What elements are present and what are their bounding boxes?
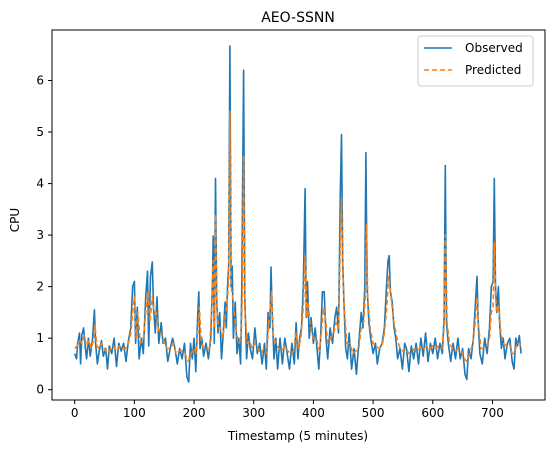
y-tick-label: 6 — [36, 74, 44, 88]
x-tick-label: 500 — [362, 406, 385, 420]
x-tick-label: 200 — [183, 406, 206, 420]
axes-frame — [51, 29, 546, 401]
x-axis-label: Timestamp (5 minutes) — [227, 429, 368, 443]
legend-predicted-label: Predicted — [465, 63, 521, 77]
y-tick-label: 2 — [36, 280, 44, 294]
chart-title: AEO-SSNN — [261, 10, 335, 26]
series-line-predicted — [74, 110, 522, 363]
x-tick-label: 700 — [481, 406, 504, 420]
plot-area — [73, 45, 522, 383]
x-tick-label: 400 — [302, 406, 325, 420]
x-tick-label: 300 — [242, 406, 265, 420]
y-tick-label: 3 — [36, 228, 44, 242]
y-tick-label: 5 — [36, 125, 44, 139]
legend-observed-label: Observed — [465, 41, 523, 55]
series-line-observed — [73, 45, 522, 383]
legend: Observed Predicted — [417, 35, 534, 87]
axes: 0 100 200 300 400 500 600 700 0 1 2 3 4 5 6 — [36, 29, 546, 420]
y-tick-label: 4 — [36, 177, 44, 191]
y-tick-label: 1 — [36, 331, 44, 345]
y-tick-label: 0 — [36, 383, 44, 397]
x-tick-label: 100 — [123, 406, 146, 420]
y-axis-label: CPU — [8, 208, 22, 232]
x-tick-label: 600 — [421, 406, 444, 420]
x-tick-label: 0 — [71, 406, 79, 420]
